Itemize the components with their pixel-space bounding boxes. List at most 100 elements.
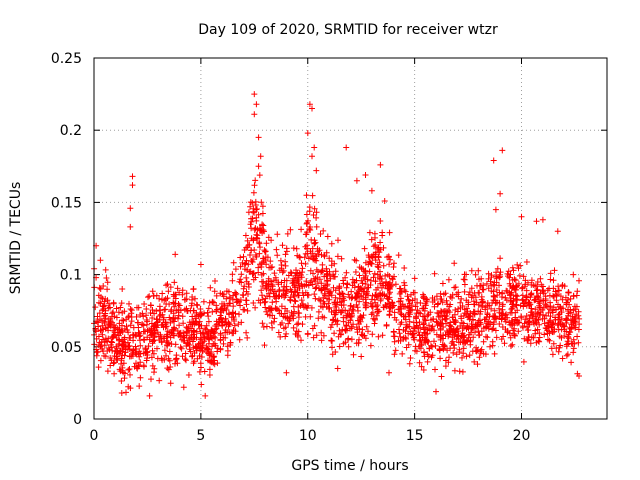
data-point bbox=[568, 324, 575, 331]
data-point bbox=[97, 257, 104, 264]
data-point bbox=[362, 304, 369, 311]
data-point bbox=[349, 276, 356, 283]
data-point bbox=[123, 389, 129, 396]
data-point bbox=[261, 299, 268, 306]
data-point bbox=[126, 346, 133, 352]
data-point bbox=[502, 294, 509, 301]
data-point bbox=[565, 310, 572, 317]
data-point bbox=[208, 358, 215, 365]
data-point bbox=[445, 276, 452, 283]
data-point bbox=[549, 320, 556, 327]
data-point bbox=[378, 276, 385, 282]
data-point bbox=[361, 245, 368, 252]
data-point bbox=[198, 312, 205, 319]
data-point bbox=[126, 366, 133, 372]
data-point bbox=[380, 262, 387, 269]
data-point bbox=[273, 246, 280, 253]
data-point bbox=[440, 345, 447, 352]
data-point bbox=[566, 329, 573, 336]
data-point bbox=[206, 352, 213, 359]
data-point bbox=[508, 306, 515, 313]
data-point bbox=[160, 324, 167, 331]
data-point bbox=[103, 275, 110, 281]
data-point bbox=[230, 292, 237, 299]
data-point bbox=[135, 319, 142, 326]
data-point bbox=[340, 280, 347, 287]
data-point bbox=[383, 303, 390, 310]
data-point bbox=[113, 335, 120, 341]
data-point bbox=[345, 291, 352, 298]
data-point bbox=[148, 354, 155, 361]
data-point bbox=[395, 337, 402, 344]
data-point bbox=[328, 258, 335, 265]
data-point bbox=[160, 314, 167, 321]
data-point bbox=[295, 304, 302, 310]
data-point bbox=[357, 285, 364, 291]
data-point bbox=[454, 333, 461, 340]
data-point bbox=[530, 319, 537, 326]
data-point bbox=[317, 231, 324, 237]
data-point bbox=[179, 291, 186, 298]
data-point bbox=[515, 319, 522, 326]
data-point bbox=[127, 385, 134, 392]
data-point bbox=[148, 376, 154, 383]
data-point bbox=[218, 314, 225, 321]
data-point bbox=[222, 334, 229, 341]
data-point bbox=[433, 293, 440, 300]
data-point bbox=[571, 314, 578, 321]
data-point bbox=[259, 296, 266, 303]
data-point bbox=[489, 326, 496, 333]
data-point bbox=[255, 163, 262, 170]
data-point bbox=[332, 303, 339, 310]
data-point bbox=[149, 362, 156, 369]
data-point bbox=[258, 199, 265, 206]
data-point bbox=[153, 316, 160, 323]
data-point bbox=[229, 309, 236, 316]
data-point bbox=[376, 249, 383, 256]
data-point bbox=[533, 218, 540, 225]
data-point bbox=[259, 230, 266, 236]
data-point bbox=[154, 345, 160, 352]
data-point bbox=[302, 243, 309, 250]
data-point bbox=[259, 292, 265, 299]
data-point bbox=[545, 336, 551, 343]
data-point bbox=[375, 333, 382, 340]
data-point bbox=[540, 304, 547, 311]
data-point bbox=[225, 288, 232, 295]
data-point bbox=[366, 268, 373, 275]
data-point bbox=[269, 324, 276, 331]
data-point bbox=[231, 322, 238, 329]
data-point bbox=[507, 334, 514, 341]
data-point bbox=[376, 259, 383, 266]
data-point bbox=[323, 270, 330, 277]
data-point bbox=[391, 260, 397, 267]
data-point bbox=[389, 299, 395, 306]
data-point bbox=[336, 343, 343, 350]
data-point bbox=[510, 267, 517, 274]
data-point bbox=[273, 298, 280, 305]
data-point bbox=[545, 309, 552, 316]
data-point bbox=[319, 313, 326, 320]
data-point bbox=[137, 374, 144, 381]
data-point bbox=[439, 299, 446, 306]
data-point bbox=[163, 337, 170, 344]
y-axis-label: SRMTID / TECUs bbox=[8, 182, 24, 295]
data-point bbox=[166, 357, 173, 364]
data-point bbox=[397, 333, 404, 340]
data-point bbox=[374, 263, 381, 270]
data-point bbox=[255, 264, 262, 271]
data-point bbox=[411, 330, 417, 337]
data-point bbox=[406, 323, 413, 330]
data-point bbox=[412, 347, 419, 354]
data-point bbox=[493, 334, 500, 341]
data-point bbox=[313, 332, 320, 339]
data-point bbox=[219, 300, 225, 307]
data-point bbox=[133, 346, 140, 352]
data-point bbox=[442, 316, 449, 323]
data-point bbox=[452, 307, 459, 313]
data-point bbox=[175, 306, 182, 313]
data-point bbox=[149, 338, 156, 345]
data-point bbox=[303, 192, 310, 199]
data-point bbox=[405, 341, 412, 348]
data-point bbox=[295, 309, 302, 316]
